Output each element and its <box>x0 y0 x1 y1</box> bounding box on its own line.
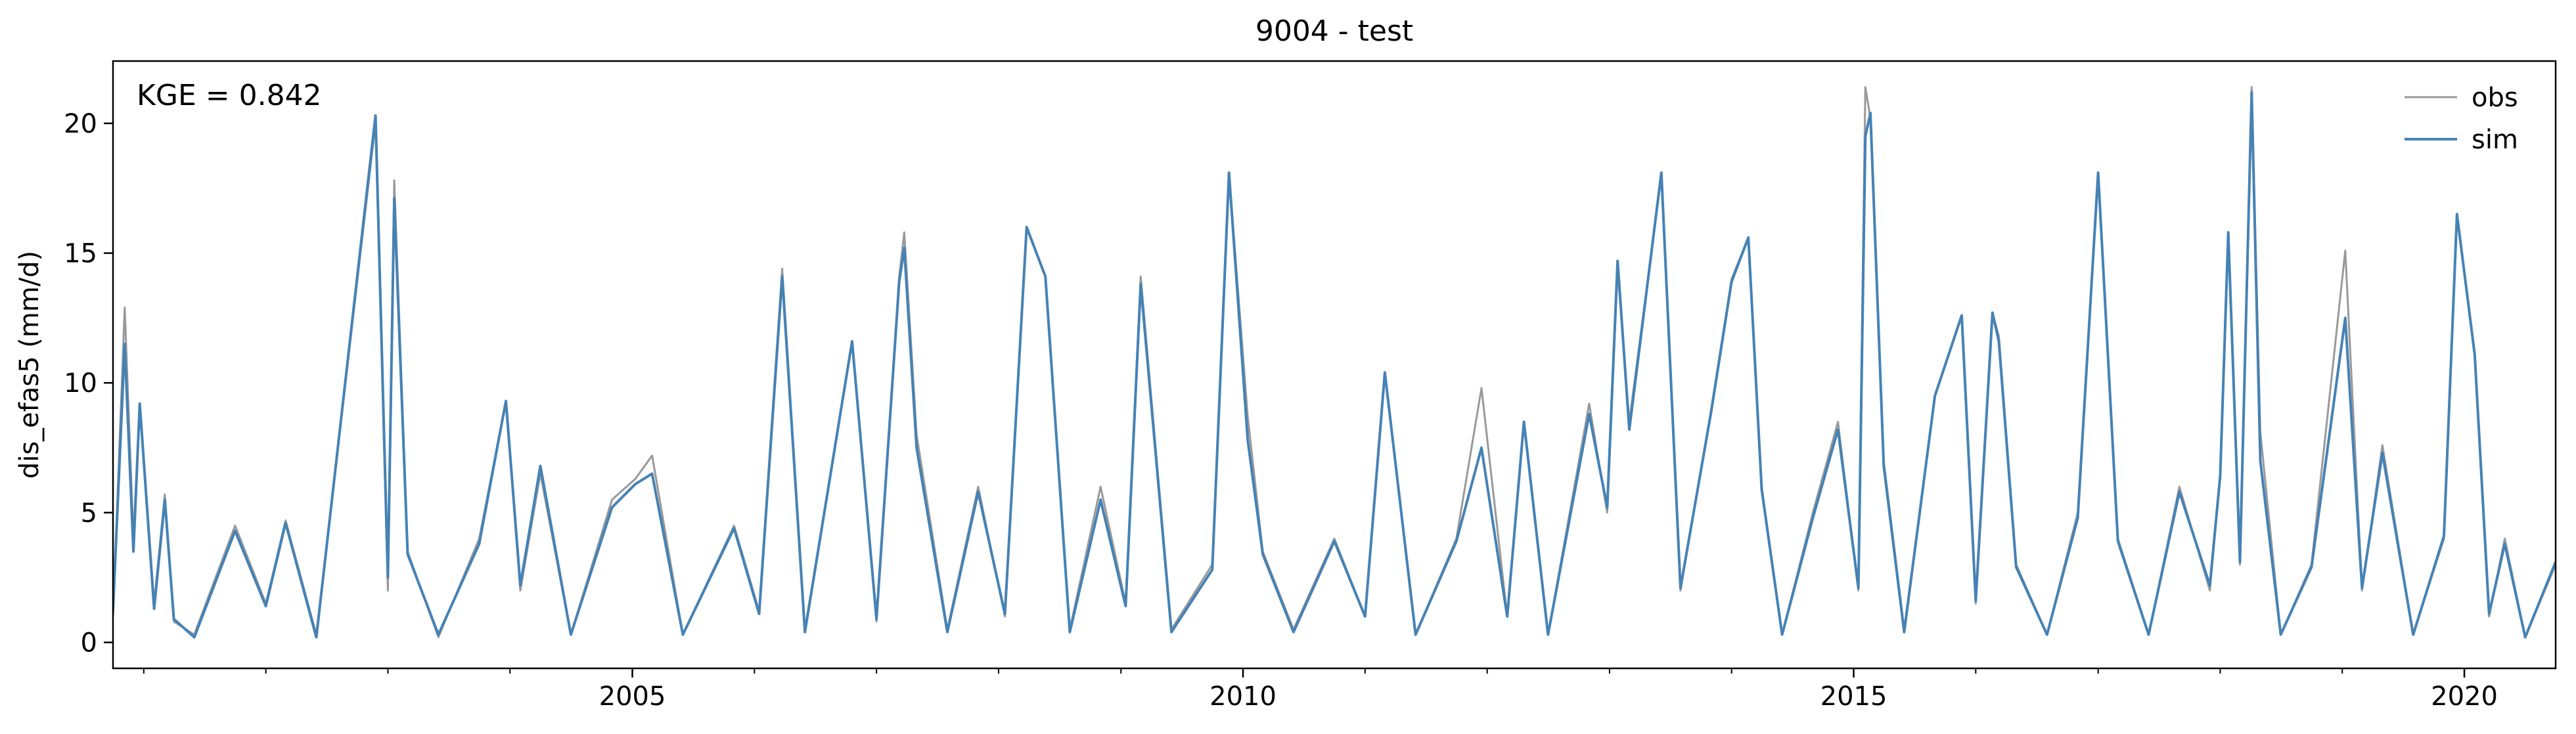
legend-label-sim: sim <box>2472 125 2518 155</box>
plot-area <box>112 60 2557 670</box>
y-tick-label: 5 <box>81 498 97 529</box>
chart-title: 9004 - test <box>1255 14 1413 48</box>
x-tick-label: 2015 <box>1820 681 1887 712</box>
series-line-sim <box>113 91 2556 639</box>
x-tick-label: 2010 <box>1209 681 1277 712</box>
y-tick-label: 20 <box>64 109 97 139</box>
y-axis-label: dis_efas5 (mm/d) <box>14 251 45 479</box>
series-line-obs <box>113 86 2556 639</box>
y-tick-label: 15 <box>64 239 97 269</box>
legend: obs sim <box>2405 83 2518 155</box>
kge-annotation: KGE = 0.842 <box>137 79 322 112</box>
legend-label-obs: obs <box>2472 83 2518 113</box>
y-tick-label: 10 <box>64 368 97 399</box>
x-tick-label: 2020 <box>2431 681 2498 712</box>
plot-frame <box>112 60 2557 670</box>
x-axis: 2005 2010 2015 2020 <box>143 668 2498 712</box>
series-layer <box>113 86 2556 639</box>
y-tick-label: 0 <box>81 628 97 658</box>
x-tick-label: 2005 <box>599 681 666 712</box>
y-axis: 0 5 10 15 20 <box>64 109 113 658</box>
